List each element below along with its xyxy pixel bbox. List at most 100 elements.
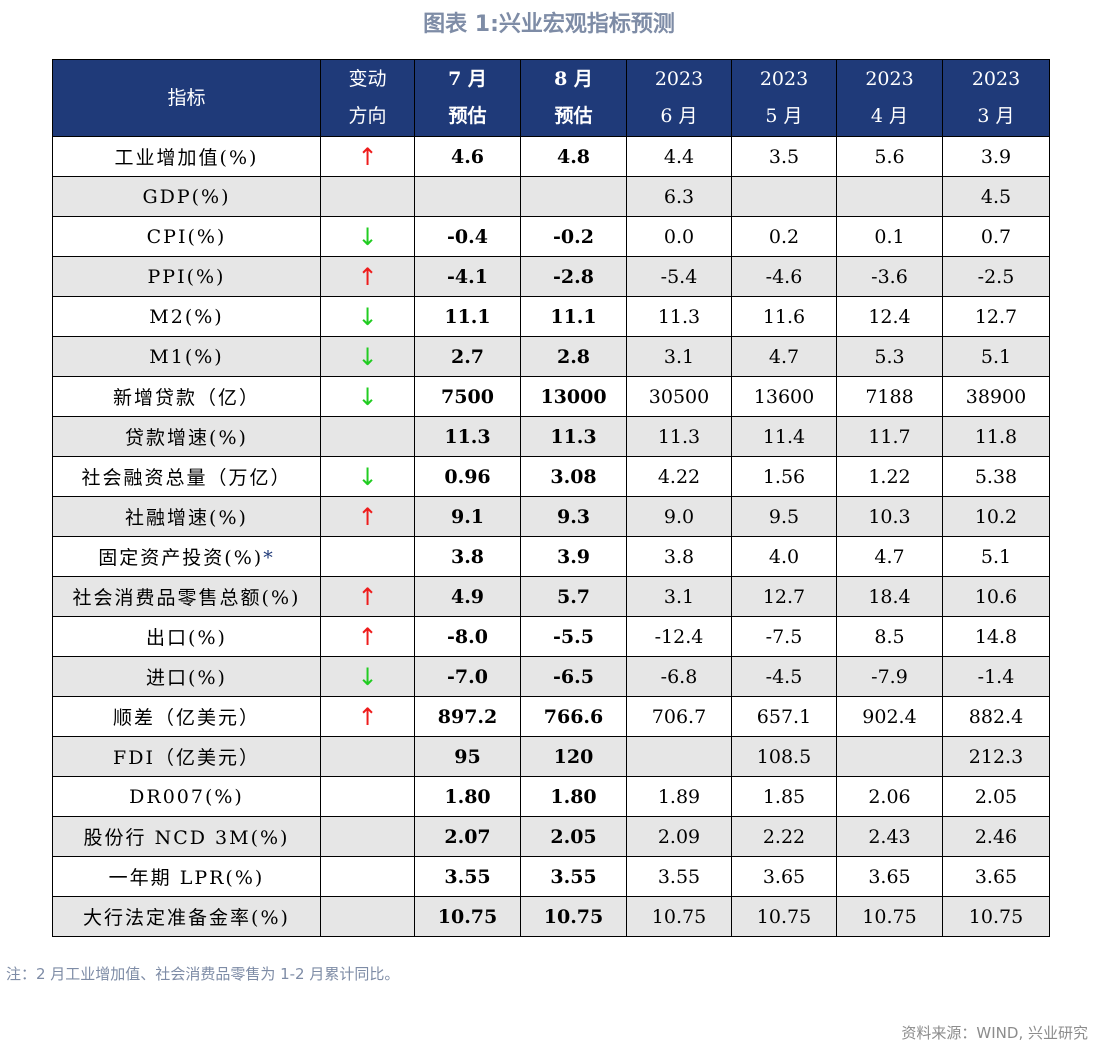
indicator-name: 社会消费品零售总额(%) <box>52 576 321 617</box>
mar-2023-value: 4.5 <box>942 176 1050 217</box>
may-2023-value <box>731 176 837 217</box>
table-row: PPI(%) ↑ -4.1 -2.8 -5.4 -4.6 -3.6 -2.5 <box>52 256 1050 297</box>
apr-2023-value: 7188 <box>836 376 943 417</box>
mar-2023-value: -2.5 <box>942 256 1050 297</box>
jun-2023-value: 11.3 <box>626 296 732 337</box>
mar-2023-value: 3.65 <box>942 856 1050 897</box>
change-direction-cell: ↓ <box>320 456 415 497</box>
indicator-name: 社会融资总量（万亿） <box>52 456 321 497</box>
mar-2023-value: 212.3 <box>942 736 1050 777</box>
mar-2023-value: 5.38 <box>942 456 1050 497</box>
arrow-up-icon: ↑ <box>357 142 378 171</box>
aug-estimate-value: 10.75 <box>520 896 627 937</box>
may-2023-value: 4.7 <box>731 336 837 377</box>
table-row: 新增贷款（亿） ↓ 7500 13000 30500 13600 7188 38900 <box>52 376 1050 417</box>
header-indicator: 指标 <box>52 59 321 137</box>
indicator-label: 大行法定准备金率(%) <box>83 907 290 929</box>
header-2023-may: 2023 5 月 <box>731 59 837 137</box>
may-2023-value: 9.5 <box>731 496 837 537</box>
arrow-down-icon: ↓ <box>357 222 378 251</box>
change-direction-cell <box>320 776 415 817</box>
indicator-label: 固定资产投资(%) <box>98 547 264 569</box>
jul-estimate-value: 1.80 <box>414 776 521 817</box>
jun-2023-value: 10.75 <box>626 896 732 937</box>
indicator-name: 新增贷款（亿） <box>52 376 321 417</box>
jun-2023-value: 3.1 <box>626 336 732 377</box>
aug-estimate-value: 2.8 <box>520 336 627 377</box>
change-direction-cell: ↑ <box>320 256 415 297</box>
indicator-label: 社会消费品零售总额(%) <box>72 587 301 609</box>
change-direction-cell <box>320 736 415 777</box>
header-jul-estimate: 7 月预估 <box>414 59 521 137</box>
table-row: 社融增速(%) ↑ 9.1 9.3 9.0 9.5 10.3 10.2 <box>52 496 1050 537</box>
may-2023-value: 1.56 <box>731 456 837 497</box>
change-direction-cell: ↑ <box>320 136 415 177</box>
indicator-name: CPI(%) <box>52 216 321 257</box>
aug-estimate-value: 766.6 <box>520 696 627 737</box>
may-2023-value: -4.5 <box>731 656 837 697</box>
apr-2023-value: 10.3 <box>836 496 943 537</box>
may-2023-value: 4.0 <box>731 536 837 577</box>
apr-2023-value: 8.5 <box>836 616 943 657</box>
apr-2023-value: 5.3 <box>836 336 943 377</box>
change-direction-cell: ↑ <box>320 616 415 657</box>
jun-2023-value: 4.4 <box>626 136 732 177</box>
table-row: CPI(%) ↓ -0.4 -0.2 0.0 0.2 0.1 0.7 <box>52 216 1050 257</box>
arrow-down-icon: ↓ <box>357 342 378 371</box>
change-direction-cell: ↑ <box>320 696 415 737</box>
jun-2023-value: 4.22 <box>626 456 732 497</box>
header-row: 指标 变动 方向 7 月预估 8 月预估 2023 6 月 2023 5 月 2023… <box>52 59 1050 137</box>
indicator-name: 顺差（亿美元） <box>52 696 321 737</box>
arrow-up-icon: ↑ <box>357 262 378 291</box>
header-aug-estimate: 8 月预估 <box>520 59 627 137</box>
apr-2023-value: 0.1 <box>836 216 943 257</box>
footnote-marker: * <box>263 547 275 569</box>
indicator-label: 贷款增速(%) <box>125 427 248 449</box>
aug-estimate-value: -2.8 <box>520 256 627 297</box>
aug-estimate-value: 4.8 <box>520 136 627 177</box>
aug-estimate-value: -0.2 <box>520 216 627 257</box>
table-row: FDI（亿美元） 95 120 108.5 212.3 <box>52 736 1050 777</box>
apr-2023-value: 2.43 <box>836 816 943 857</box>
may-2023-value: 12.7 <box>731 576 837 617</box>
jul-estimate-value: -0.4 <box>414 216 521 257</box>
apr-2023-value <box>836 176 943 217</box>
change-direction-cell <box>320 176 415 217</box>
header-2023-jun: 2023 6 月 <box>626 59 732 137</box>
jun-2023-value: 3.8 <box>626 536 732 577</box>
indicator-label: 出口(%) <box>146 627 227 649</box>
apr-2023-value <box>836 736 943 777</box>
indicator-name: M1(%) <box>52 336 321 377</box>
mar-2023-value: -1.4 <box>942 656 1050 697</box>
table-row: 贷款增速(%) 11.3 11.3 11.3 11.4 11.7 11.8 <box>52 416 1050 457</box>
change-direction-cell <box>320 856 415 897</box>
jul-estimate-value: 11.3 <box>414 416 521 457</box>
jul-estimate-value <box>414 176 521 217</box>
jul-estimate-value: -8.0 <box>414 616 521 657</box>
indicator-name: 进口(%) <box>52 656 321 697</box>
arrow-up-icon: ↑ <box>357 702 378 731</box>
header-change-direction: 变动 方向 <box>320 59 415 137</box>
table-row: 一年期 LPR(%) 3.55 3.55 3.55 3.65 3.65 3.65 <box>52 856 1050 897</box>
change-direction-cell: ↓ <box>320 656 415 697</box>
mar-2023-value: 0.7 <box>942 216 1050 257</box>
table-row: 社会消费品零售总额(%) ↑ 4.9 5.7 3.1 12.7 18.4 10.6 <box>52 576 1050 617</box>
jul-estimate-value: -4.1 <box>414 256 521 297</box>
aug-estimate-value: 11.3 <box>520 416 627 457</box>
aug-estimate-value: 2.05 <box>520 816 627 857</box>
mar-2023-value: 5.1 <box>942 536 1050 577</box>
indicator-label: M1(%) <box>149 345 224 368</box>
apr-2023-value: 2.06 <box>836 776 943 817</box>
indicator-label: 社会融资总量（万亿） <box>81 467 292 489</box>
apr-2023-value: -7.9 <box>836 656 943 697</box>
aug-estimate-value: 11.1 <box>520 296 627 337</box>
arrow-down-icon: ↓ <box>357 462 378 491</box>
arrow-down-icon: ↓ <box>357 302 378 331</box>
indicator-label: 社融增速(%) <box>125 507 248 529</box>
mar-2023-value: 38900 <box>942 376 1050 417</box>
change-direction-cell <box>320 416 415 457</box>
aug-estimate-value: 9.3 <box>520 496 627 537</box>
may-2023-value: 3.65 <box>731 856 837 897</box>
table-body: 工业增加值(%) ↑ 4.6 4.8 4.4 3.5 5.6 3.9 GDP(%) 6.3 4.5 C… <box>52 136 1050 937</box>
table-row: DR007(%) 1.80 1.80 1.89 1.85 2.06 2.05 <box>52 776 1050 817</box>
